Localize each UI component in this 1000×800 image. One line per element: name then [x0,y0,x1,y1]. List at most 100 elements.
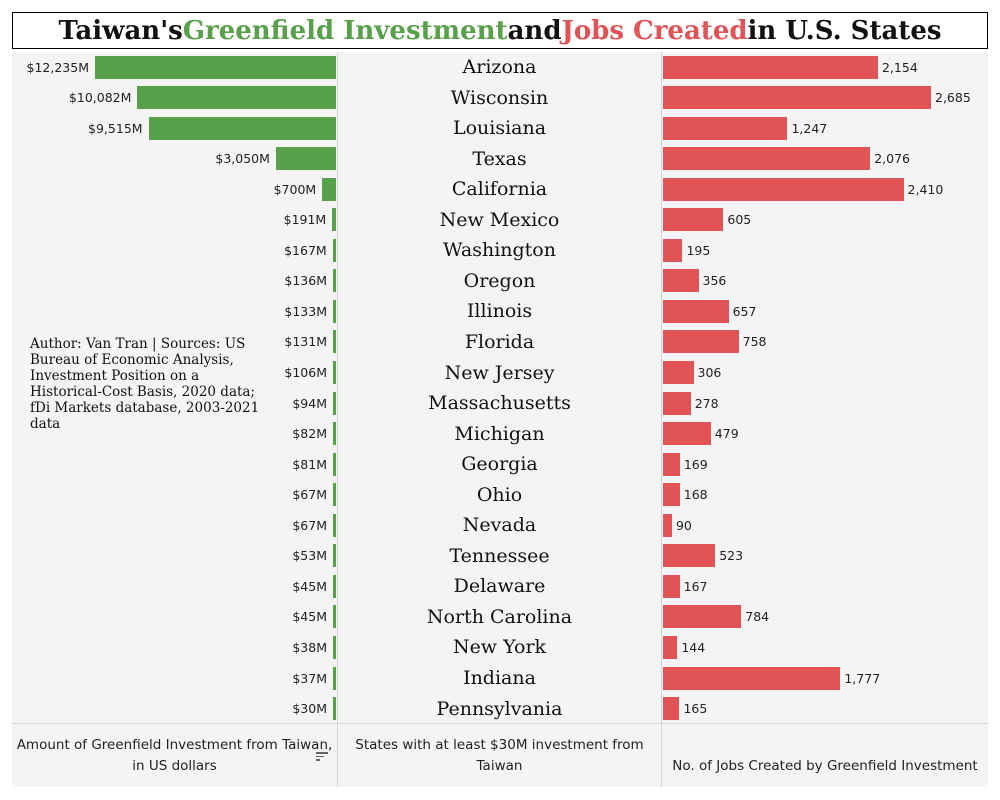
jobs-bar[interactable] [663,422,711,446]
jobs-value-label: 195 [686,242,711,258]
jobs-bar[interactable] [663,177,904,201]
jobs-bar[interactable] [663,391,691,415]
jobs-value-label: 605 [727,212,752,228]
investment-bar[interactable] [332,238,336,262]
jobs-bar[interactable] [663,330,739,354]
investment-value-label: $94M [292,395,327,411]
jobs-value-label: 784 [745,609,770,625]
state-label: Nevada [462,514,537,537]
state-label: Oregon [463,269,536,292]
investment-value-label: $10,082M [68,90,132,106]
jobs-bar[interactable] [663,544,716,568]
investment-value-label: $30M [292,701,327,717]
investment-bar[interactable] [333,391,336,415]
jobs-bar[interactable] [663,574,680,598]
state-label: Pennsylvania [436,697,563,720]
state-label: Texas [472,147,527,170]
jobs-value-label: 278 [694,395,719,411]
jobs-panel [662,52,988,787]
title-part-1: Taiwan's [58,15,183,46]
state-label: Arizona [462,56,537,78]
jobs-value-label: 2,076 [874,151,910,167]
jobs-bar[interactable] [663,605,742,629]
title-part-3: and [507,15,562,46]
investment-bar[interactable] [332,208,336,232]
investment-bar[interactable] [333,513,336,537]
investment-bar[interactable] [333,544,336,568]
investment-value-label: $37M [292,670,327,686]
investment-bar[interactable] [275,147,336,171]
divider [337,52,338,787]
investment-value-label: $12,235M [26,59,89,75]
investment-bar[interactable] [333,361,336,384]
jobs-bar[interactable] [663,299,729,323]
jobs-bar[interactable] [663,361,694,384]
jobs-value-label: 758 [742,334,767,350]
jobs-bar[interactable] [663,452,680,476]
jobs-bar[interactable] [663,697,680,721]
state-label: Massachusetts [428,392,571,415]
state-label: Georgia [461,453,538,476]
investment-bar[interactable] [333,483,336,507]
jobs-value-label: 356 [702,273,727,289]
jobs-axis-label: No. of Jobs Created by Greenfield Invest… [672,758,978,774]
state-label: Delaware [453,575,546,598]
state-label: North Carolina [426,605,573,628]
states-panel [338,52,661,787]
divider [661,52,662,787]
jobs-bar[interactable] [663,635,678,659]
jobs-value-label: 657 [732,303,757,319]
investment-bar[interactable] [333,299,336,323]
jobs-bar[interactable] [663,208,724,232]
jobs-bar[interactable] [663,666,841,690]
state-label: Tennessee [449,544,550,567]
investment-value-label: $82M [292,426,327,442]
investment-value-label: $106M [284,365,327,380]
investment-bar[interactable] [333,330,336,354]
state-label: New York [452,636,547,659]
investment-bar[interactable] [333,605,336,629]
investment-bar[interactable] [148,116,336,140]
investment-bar[interactable] [322,177,336,201]
state-label: Wisconsin [450,86,549,109]
investment-bar[interactable] [95,55,336,79]
states-axis-label: States with at least $30M investment fro… [355,737,644,774]
investment-bar[interactable] [333,697,336,721]
investment-bar[interactable] [333,452,336,476]
investment-bar[interactable] [137,86,336,110]
jobs-value-label: 165 [683,701,708,717]
jobs-bar[interactable] [663,513,672,537]
jobs-bar[interactable] [663,86,931,110]
investment-bar[interactable] [333,422,336,446]
jobs-bar[interactable] [663,238,683,262]
jobs-value-label: 1,777 [844,670,881,686]
jobs-bar[interactable] [663,269,699,293]
state-label: Ohio [476,483,523,506]
title-part-5: in U.S. States [747,15,942,46]
investment-panel [12,52,337,787]
investment-bar[interactable] [333,269,336,293]
investment-value-label: $191M [283,212,327,228]
investment-value-label: $53M [292,548,327,564]
investment-value-label: $81M [292,456,327,472]
investment-value-label: $67M [292,517,327,533]
jobs-bar[interactable] [663,116,788,140]
jobs-value-label: 144 [681,639,706,655]
sort-descending-icon[interactable] [316,752,328,764]
investment-axis-label: Amount of Greenfield Investment from Tai… [16,737,333,774]
investment-value-label: $9,515M [88,120,143,136]
investment-value-label: $136M [284,273,327,289]
jobs-value-label: 1,247 [791,120,828,136]
investment-bar[interactable] [333,666,336,690]
state-label: Michigan [454,422,545,445]
jobs-bar[interactable] [663,483,680,507]
state-label: California [451,178,548,201]
jobs-value-label: 479 [714,426,739,442]
title-part-jobs: Jobs Created [561,15,748,46]
source-note: Author: Van Tran | Sources: US Bureau of… [30,336,260,432]
jobs-bar[interactable] [663,55,878,79]
jobs-bar[interactable] [663,147,871,171]
investment-bar[interactable] [333,574,336,598]
investment-value-label: $131M [284,334,327,350]
investment-bar[interactable] [333,635,336,659]
